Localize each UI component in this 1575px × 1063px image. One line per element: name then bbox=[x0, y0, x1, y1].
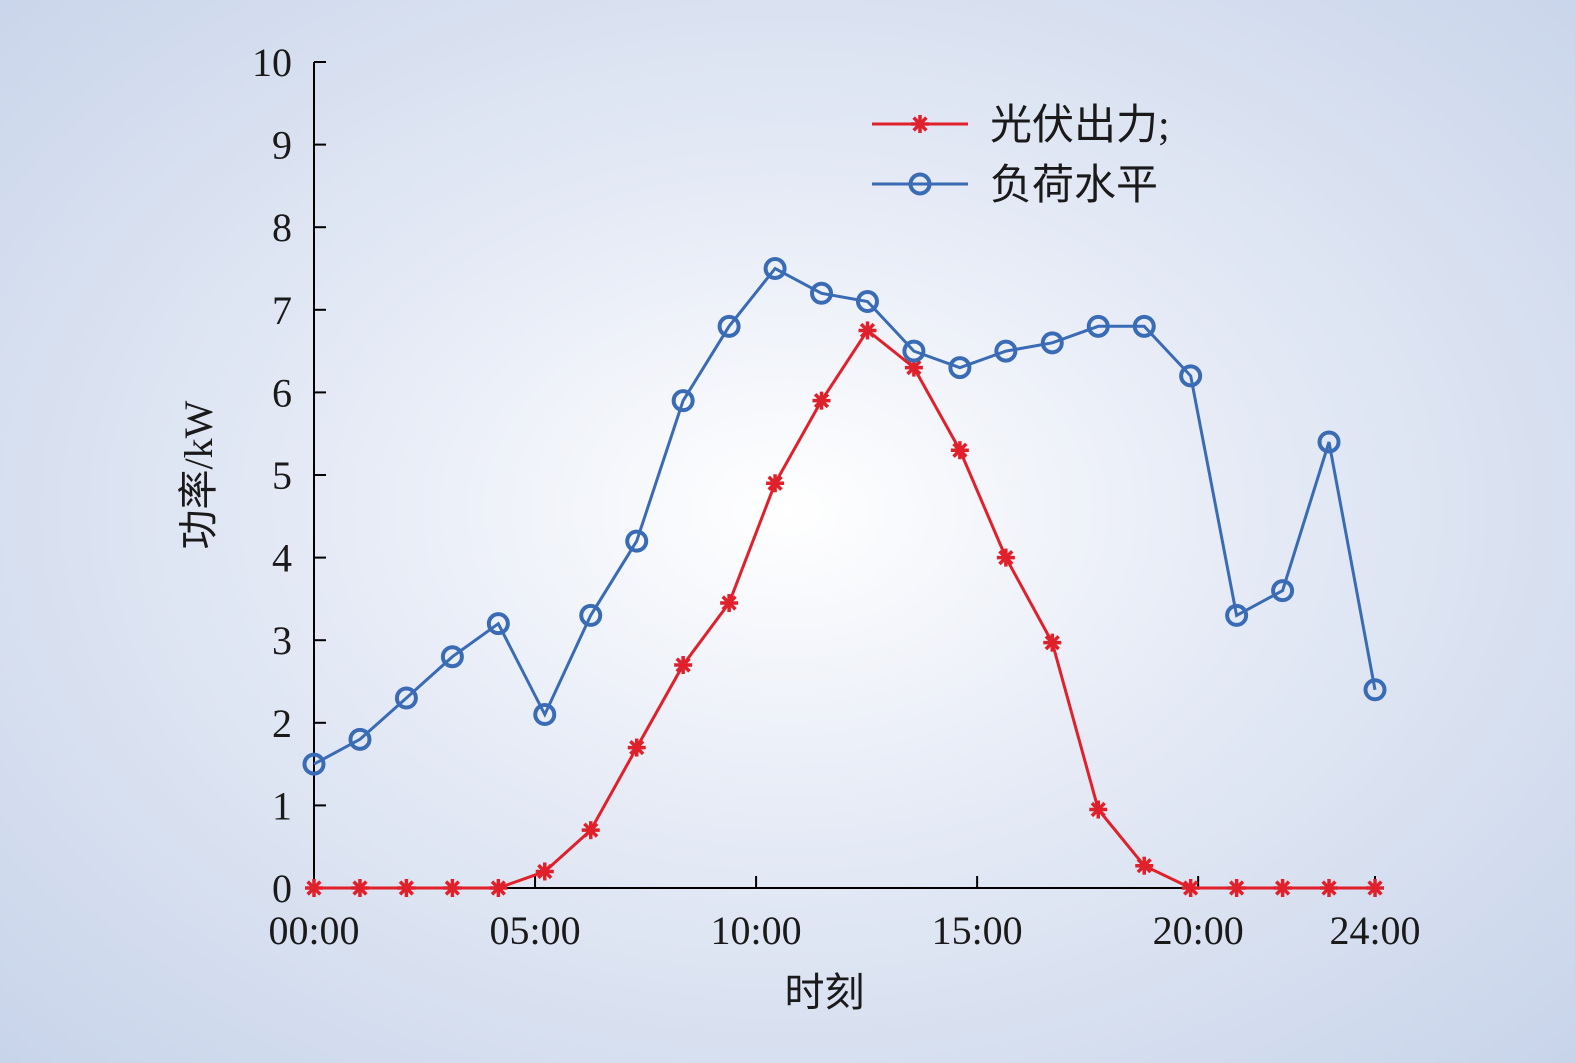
series-2-point bbox=[533, 703, 557, 727]
y-tick-label: 4 bbox=[272, 536, 292, 581]
series-2-point bbox=[1086, 314, 1110, 338]
series-2-point bbox=[810, 281, 834, 305]
series-1-point bbox=[1273, 879, 1292, 897]
y-tick-label: 6 bbox=[272, 370, 292, 415]
x-tick-label: 05:00 bbox=[489, 908, 580, 953]
series-2-point bbox=[948, 356, 972, 380]
legend-marker bbox=[911, 115, 929, 133]
series-1-point bbox=[720, 594, 739, 613]
series-1-point bbox=[350, 879, 369, 897]
series-1-point bbox=[1366, 879, 1384, 897]
series-line-1 bbox=[314, 328, 1375, 890]
legend-marker bbox=[908, 172, 932, 196]
series-2-point bbox=[486, 612, 510, 636]
series-1-point bbox=[535, 862, 554, 881]
series-1-point bbox=[996, 548, 1015, 567]
axes: 0 1 2 3 4 5 6 7 8 9 10 00:00 05:00 10:00 15:00 20:00 24:… bbox=[176, 40, 1421, 1015]
legend-label: 光伏出力; bbox=[990, 103, 1170, 149]
series-2-point bbox=[302, 752, 326, 776]
series-layer bbox=[302, 257, 1387, 897]
y-tick-label: 8 bbox=[272, 205, 292, 250]
series-1-point bbox=[397, 879, 416, 897]
y-tick-label: 1 bbox=[272, 783, 292, 828]
series-1-point bbox=[1043, 633, 1062, 652]
series-2-point bbox=[348, 727, 372, 751]
series-2-point bbox=[1132, 314, 1156, 338]
series-1-point bbox=[812, 391, 831, 410]
x-tick-label: 20:00 bbox=[1153, 908, 1244, 953]
series-2-point bbox=[717, 314, 741, 338]
series-1-point bbox=[443, 879, 462, 897]
series-1-point bbox=[489, 879, 508, 897]
y-tick-label: 5 bbox=[272, 453, 292, 498]
series-2-point bbox=[1271, 579, 1295, 603]
series-2-point bbox=[1040, 331, 1064, 355]
series-line-2 bbox=[313, 266, 1377, 766]
x-tick-label: 10:00 bbox=[711, 908, 802, 953]
series-2-point bbox=[579, 603, 603, 627]
series-1-point bbox=[1089, 800, 1108, 819]
series-2-point bbox=[1363, 678, 1387, 702]
series-1-point bbox=[766, 474, 785, 493]
y-tick-label: 0 bbox=[272, 866, 292, 911]
series-1-point bbox=[1320, 879, 1339, 897]
y-axis-title: 功率/kW bbox=[176, 400, 221, 549]
series-1-point bbox=[950, 441, 969, 460]
series-1-point bbox=[1227, 879, 1246, 897]
series-2-point bbox=[394, 686, 418, 710]
series-2-point bbox=[994, 339, 1018, 363]
x-tick-label: 24:00 bbox=[1329, 908, 1420, 953]
series-1-point bbox=[858, 321, 877, 340]
series-2-point bbox=[1317, 430, 1341, 454]
series-2-point bbox=[625, 529, 649, 553]
series-1-point bbox=[581, 821, 600, 840]
series-2-point bbox=[440, 645, 464, 669]
series-2-point bbox=[855, 290, 879, 314]
x-tick-label: 15:00 bbox=[932, 908, 1023, 953]
series-2-point bbox=[1179, 364, 1203, 388]
y-tick-label: 10 bbox=[252, 40, 292, 85]
y-tick-label: 9 bbox=[272, 123, 292, 168]
x-axis-title: 时刻 bbox=[785, 970, 865, 1015]
y-tick-label: 2 bbox=[272, 701, 292, 746]
legend-label: 负荷水平 bbox=[990, 163, 1158, 209]
series-2-point bbox=[671, 389, 695, 413]
series-1-point bbox=[1181, 879, 1200, 897]
series-2-point bbox=[1225, 603, 1249, 627]
series-1-point bbox=[1135, 856, 1154, 875]
series-1-point bbox=[305, 879, 323, 897]
legend: 光伏出力; 负荷水平 bbox=[872, 103, 1170, 209]
series-1-point bbox=[674, 655, 693, 674]
series-2-point bbox=[902, 339, 926, 363]
series-1-point bbox=[627, 738, 646, 757]
series-2-point bbox=[763, 257, 787, 280]
y-tick-label: 7 bbox=[272, 288, 292, 333]
x-tick-label: 00:00 bbox=[268, 908, 359, 953]
y-tick-label: 3 bbox=[272, 618, 292, 663]
